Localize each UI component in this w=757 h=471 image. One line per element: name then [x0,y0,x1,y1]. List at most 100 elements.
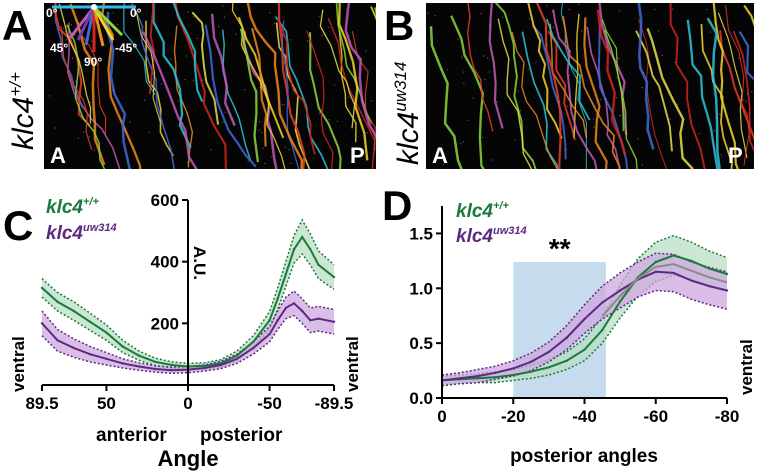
speckle [63,43,65,46]
chart-c-side-label-right: ventral [343,336,362,392]
speckle [186,161,189,163]
speckle [328,26,330,29]
speckle [242,31,244,33]
data-point [292,248,296,251]
neurite-trace [743,4,754,27]
speckle [738,57,740,60]
data-point [292,302,296,305]
panel-letter-b: B [384,2,414,49]
data-point [618,300,622,303]
series-line-wildtype [41,235,335,368]
y-tick-label: 0.5 [409,334,433,353]
posterior-corner-label-a: P [350,143,365,168]
speckle [616,77,618,79]
speckle [336,120,339,123]
neurite-trace [231,3,286,169]
speckle [672,8,674,10]
x-tick-label: 0 [183,394,192,413]
neurite-trace [319,9,356,129]
speckle [74,80,77,83]
speckle [283,103,285,106]
angle-label-90: 90° [84,55,102,69]
data-point [725,289,729,292]
neurite-trace [637,3,655,150]
speckle [676,103,679,105]
speckle [669,118,671,121]
data-point [72,309,76,313]
speckle [349,41,351,43]
speckle [568,74,571,77]
neurite-trace [148,3,155,95]
speckle [641,164,643,166]
speckle [283,123,285,125]
neurite-trace [488,3,504,129]
speckle [514,139,516,141]
speckle [259,87,261,89]
neurite-trace [191,11,220,125]
data-point [529,370,533,373]
data-point [268,319,271,322]
speckle [258,129,260,131]
speckle [222,121,224,123]
data-point [137,354,141,357]
speckle [577,13,579,15]
y-tick-label: 200 [151,314,179,333]
speckle [641,86,643,89]
speckle [66,25,68,27]
angle-label-0-left: 0° [46,6,58,20]
neurite-trace [719,30,754,141]
neurite-trace [351,31,376,151]
speckle [594,105,596,107]
data-point [458,377,461,380]
speckle [527,68,529,71]
speckle [642,71,644,74]
data-point [547,350,551,354]
data-point [583,348,586,351]
speckle [160,83,163,85]
chart-d-x-axis-title: posterior angles [510,446,658,467]
speckle [290,162,292,164]
speckle [599,98,602,101]
speckle [467,119,470,122]
data-point [512,373,515,377]
y-tick-label: 1.5 [409,224,433,243]
neurite-trace [597,21,629,169]
x-tick-label: -80 [715,407,740,426]
speckle [716,117,719,119]
speckle [52,12,54,14]
speckle [502,16,504,19]
speckle [618,10,621,12]
angle-label-0-right: 0° [130,6,142,20]
speckle [112,12,115,14]
y-tick-label: 0.0 [409,389,433,408]
speckle [637,138,639,140]
speckle [463,71,465,73]
neurite-trace [549,23,588,139]
speckle [185,55,188,57]
speckle [575,48,578,51]
neurite-trace [344,3,376,140]
speckle [148,131,150,134]
data-point [252,346,255,350]
speckle [558,100,561,103]
neurite-trace [101,3,142,169]
data-point [476,377,479,380]
speckle [328,119,330,121]
data-point [725,272,729,276]
speckle [353,102,356,104]
speckle [654,8,656,11]
speckle [353,71,356,74]
neurite-trace [308,32,342,169]
speckle [535,61,537,63]
speckle [269,12,271,14]
x-tick-label: -40 [572,407,597,426]
speckle [605,98,607,100]
speckle [64,30,67,32]
speckle [224,111,226,113]
neurite-trace [54,3,84,109]
data-point [332,320,336,323]
data-point [309,248,312,251]
speckle [519,109,521,112]
neurite-trace [596,9,627,156]
